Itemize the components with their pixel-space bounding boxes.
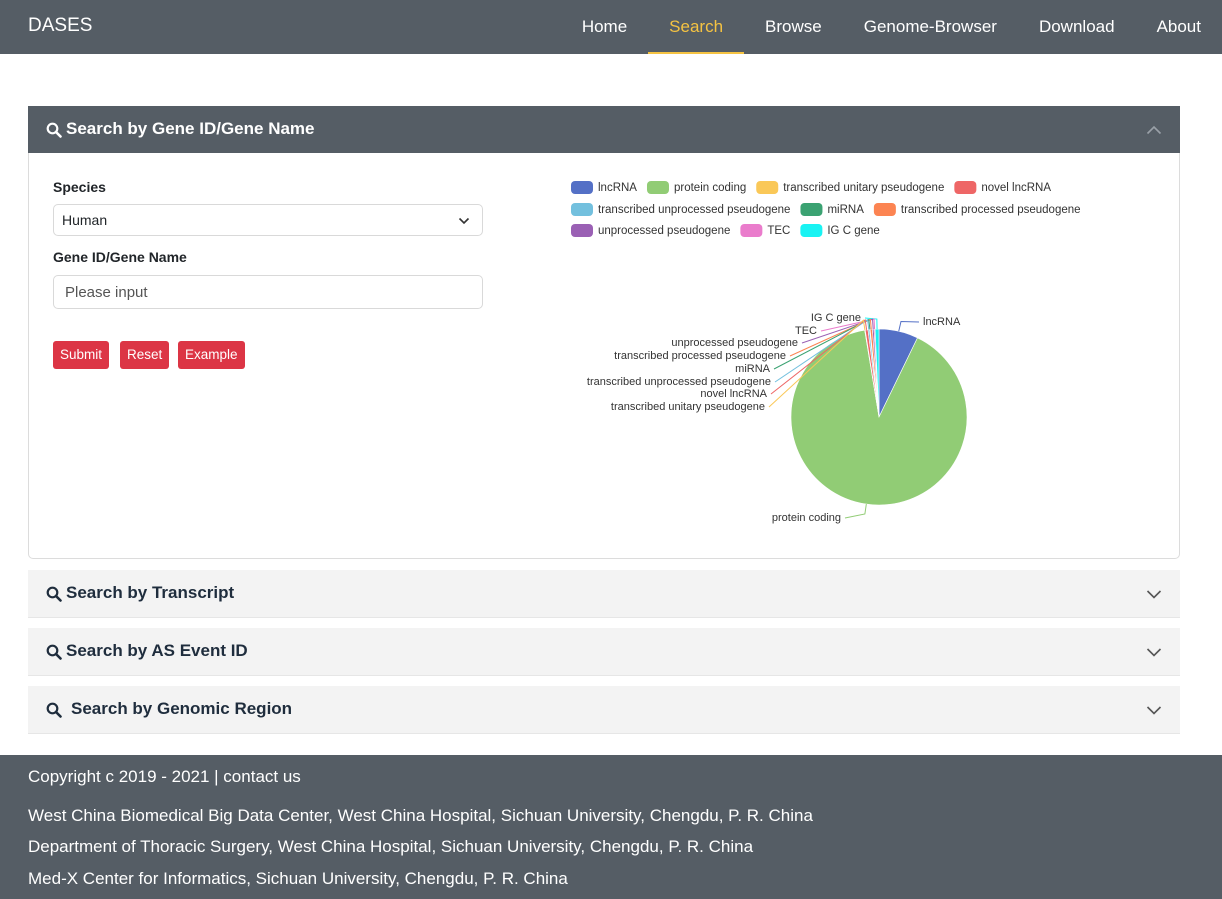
panel-header-transcript[interactable]: Search by Transcript — [28, 570, 1180, 618]
pie-leader-protein-coding — [844, 504, 867, 519]
panel-title: Search by AS Event ID — [66, 641, 248, 660]
pie-label-ig-c-gene: IG C gene — [811, 312, 861, 324]
panel-header-gene[interactable]: Search by Gene ID/Gene Name — [28, 106, 1180, 154]
gene-search-panel-body: Species Human Gene ID/Gene Name Submit R… — [28, 153, 1180, 559]
nav-item-about[interactable]: About — [1156, 17, 1201, 36]
pie-leader-tec — [820, 318, 876, 332]
top-navbar: DASES Home Search Browse Genome-Browser … — [0, 0, 1222, 54]
nav-item-search[interactable]: Search — [648, 0, 744, 54]
footer-affiliation-1: West China Biomedical Big Data Center, W… — [28, 806, 813, 825]
gene-id-label: Gene ID/Gene Name — [53, 249, 187, 265]
panel-header-genomic-region[interactable]: Search by Genomic Region — [28, 686, 1180, 734]
panel-title: Search by Transcript — [66, 583, 235, 602]
pie-leader-ig-c-gene — [864, 317, 878, 330]
legend-label-transcribed-unitary-pseudogene[interactable]: transcribed unitary pseudogene — [783, 182, 944, 194]
nav-item-genome-browser[interactable]: Genome-Browser — [863, 17, 997, 36]
footer-affiliation-2: Department of Thoracic Surgery, West Chi… — [28, 837, 754, 856]
legend-label-novel-lncrna[interactable]: novel lncRNA — [981, 182, 1051, 194]
chevron-down-icon — [458, 217, 470, 225]
legend-swatch-tec[interactable] — [740, 224, 763, 237]
main-nav: Home Search Browse Genome-Browser Downlo… — [561, 0, 1222, 54]
pie-label-transcribed-processed-pseudogene: transcribed processed pseudogene — [614, 350, 786, 362]
legend-label-ig-c-gene[interactable]: IG C gene — [827, 225, 879, 237]
legend-label-tec[interactable]: TEC — [767, 225, 790, 237]
pie-label-lncrna: lncRNA — [923, 316, 961, 328]
chevron-down-icon[interactable] — [1146, 644, 1162, 660]
pie-label-mirna: miRNA — [735, 363, 770, 375]
nav-item-home[interactable]: Home — [581, 17, 628, 36]
legend-swatch-ig-c-gene[interactable] — [800, 224, 823, 237]
chevron-down-icon[interactable] — [1146, 586, 1162, 602]
search-icon — [46, 586, 62, 602]
footer-affiliation-3: Med-X Center for Informatics, Sichuan Un… — [28, 869, 568, 888]
example-button[interactable]: Example — [178, 341, 245, 369]
pie-leader-transcribed-processed-pseudogene — [789, 318, 872, 357]
search-icon — [46, 122, 62, 138]
pie-leader-lncrna — [898, 320, 920, 332]
legend-swatch-protein-coding[interactable] — [646, 181, 669, 194]
reset-button[interactable]: Reset — [120, 341, 170, 369]
legend-swatch-novel-lncrna[interactable] — [954, 181, 977, 194]
footer: Copyright c 2019 - 2021 | contact us Wes… — [0, 755, 1222, 899]
chevron-down-icon[interactable] — [1146, 702, 1162, 718]
submit-button[interactable]: Submit — [53, 341, 110, 369]
pie-leader-transcribed-unprocessed-pseudogene — [774, 318, 870, 383]
legend-swatch-transcribed-unitary-pseudogene[interactable] — [756, 181, 779, 194]
species-label: Species — [53, 179, 106, 195]
species-selected-value: Human — [62, 212, 108, 228]
pie-label-tec: TEC — [795, 325, 817, 337]
search-icon — [46, 644, 62, 660]
pie-label-novel-lncrna: novel lncRNA — [700, 388, 767, 400]
legend-swatch-unprocessed-pseudogene[interactable] — [571, 224, 593, 237]
pie-leader-unprocessed-pseudogene — [801, 318, 874, 344]
search-icon — [46, 702, 62, 718]
gene-id-input[interactable] — [53, 275, 483, 309]
footer-copyright: Copyright c 2019 - 2021 | contact us — [28, 767, 301, 786]
legend-swatch-lncrna[interactable] — [571, 181, 593, 194]
pie-label-transcribed-unitary-pseudogene: transcribed unitary pseudogene — [611, 401, 765, 413]
legend-swatch-transcribed-processed-pseudogene[interactable] — [873, 203, 896, 216]
legend-label-unprocessed-pseudogene[interactable]: unprocessed pseudogene — [598, 225, 730, 237]
gene-type-pie-chart: lncRNA protein coding transcribed unitary … — [571, 181, 1081, 524]
pie-leader-mirna — [773, 318, 871, 370]
pie-leader-transcribed-unitary-pseudogene — [768, 319, 866, 408]
legend-label-lncrna[interactable]: lncRNA — [598, 182, 637, 194]
nav-item-browse[interactable]: Browse — [765, 17, 822, 36]
chevron-up-icon[interactable] — [1146, 122, 1162, 138]
species-select[interactable]: Human — [53, 204, 483, 236]
panel-title: Search by Genomic Region — [71, 699, 293, 718]
brand-logo[interactable]: DASES — [28, 15, 93, 36]
legend-swatch-transcribed-unprocessed-pseudogene[interactable] — [571, 203, 593, 216]
nav-item-download[interactable]: Download — [1038, 17, 1115, 36]
legend-label-transcribed-unprocessed-pseudogene[interactable]: transcribed unprocessed pseudogene — [598, 204, 790, 216]
pie-leader-novel-lncrna — [770, 319, 868, 395]
legend-swatch-mirna[interactable] — [800, 203, 823, 216]
legend-label-mirna[interactable]: miRNA — [827, 204, 864, 216]
legend-label-transcribed-processed-pseudogene[interactable]: transcribed processed pseudogene — [901, 204, 1081, 216]
legend-label-protein-coding[interactable]: protein coding — [674, 182, 746, 194]
pie-label-transcribed-unprocessed-pseudogene: transcribed unprocessed pseudogene — [587, 376, 771, 388]
panel-title: Search by Gene ID/Gene Name — [66, 119, 315, 138]
panel-header-as-event[interactable]: Search by AS Event ID — [28, 628, 1180, 676]
pie-label-protein-coding: protein coding — [772, 512, 841, 524]
pie-label-unprocessed-pseudogene: unprocessed pseudogene — [671, 337, 798, 349]
